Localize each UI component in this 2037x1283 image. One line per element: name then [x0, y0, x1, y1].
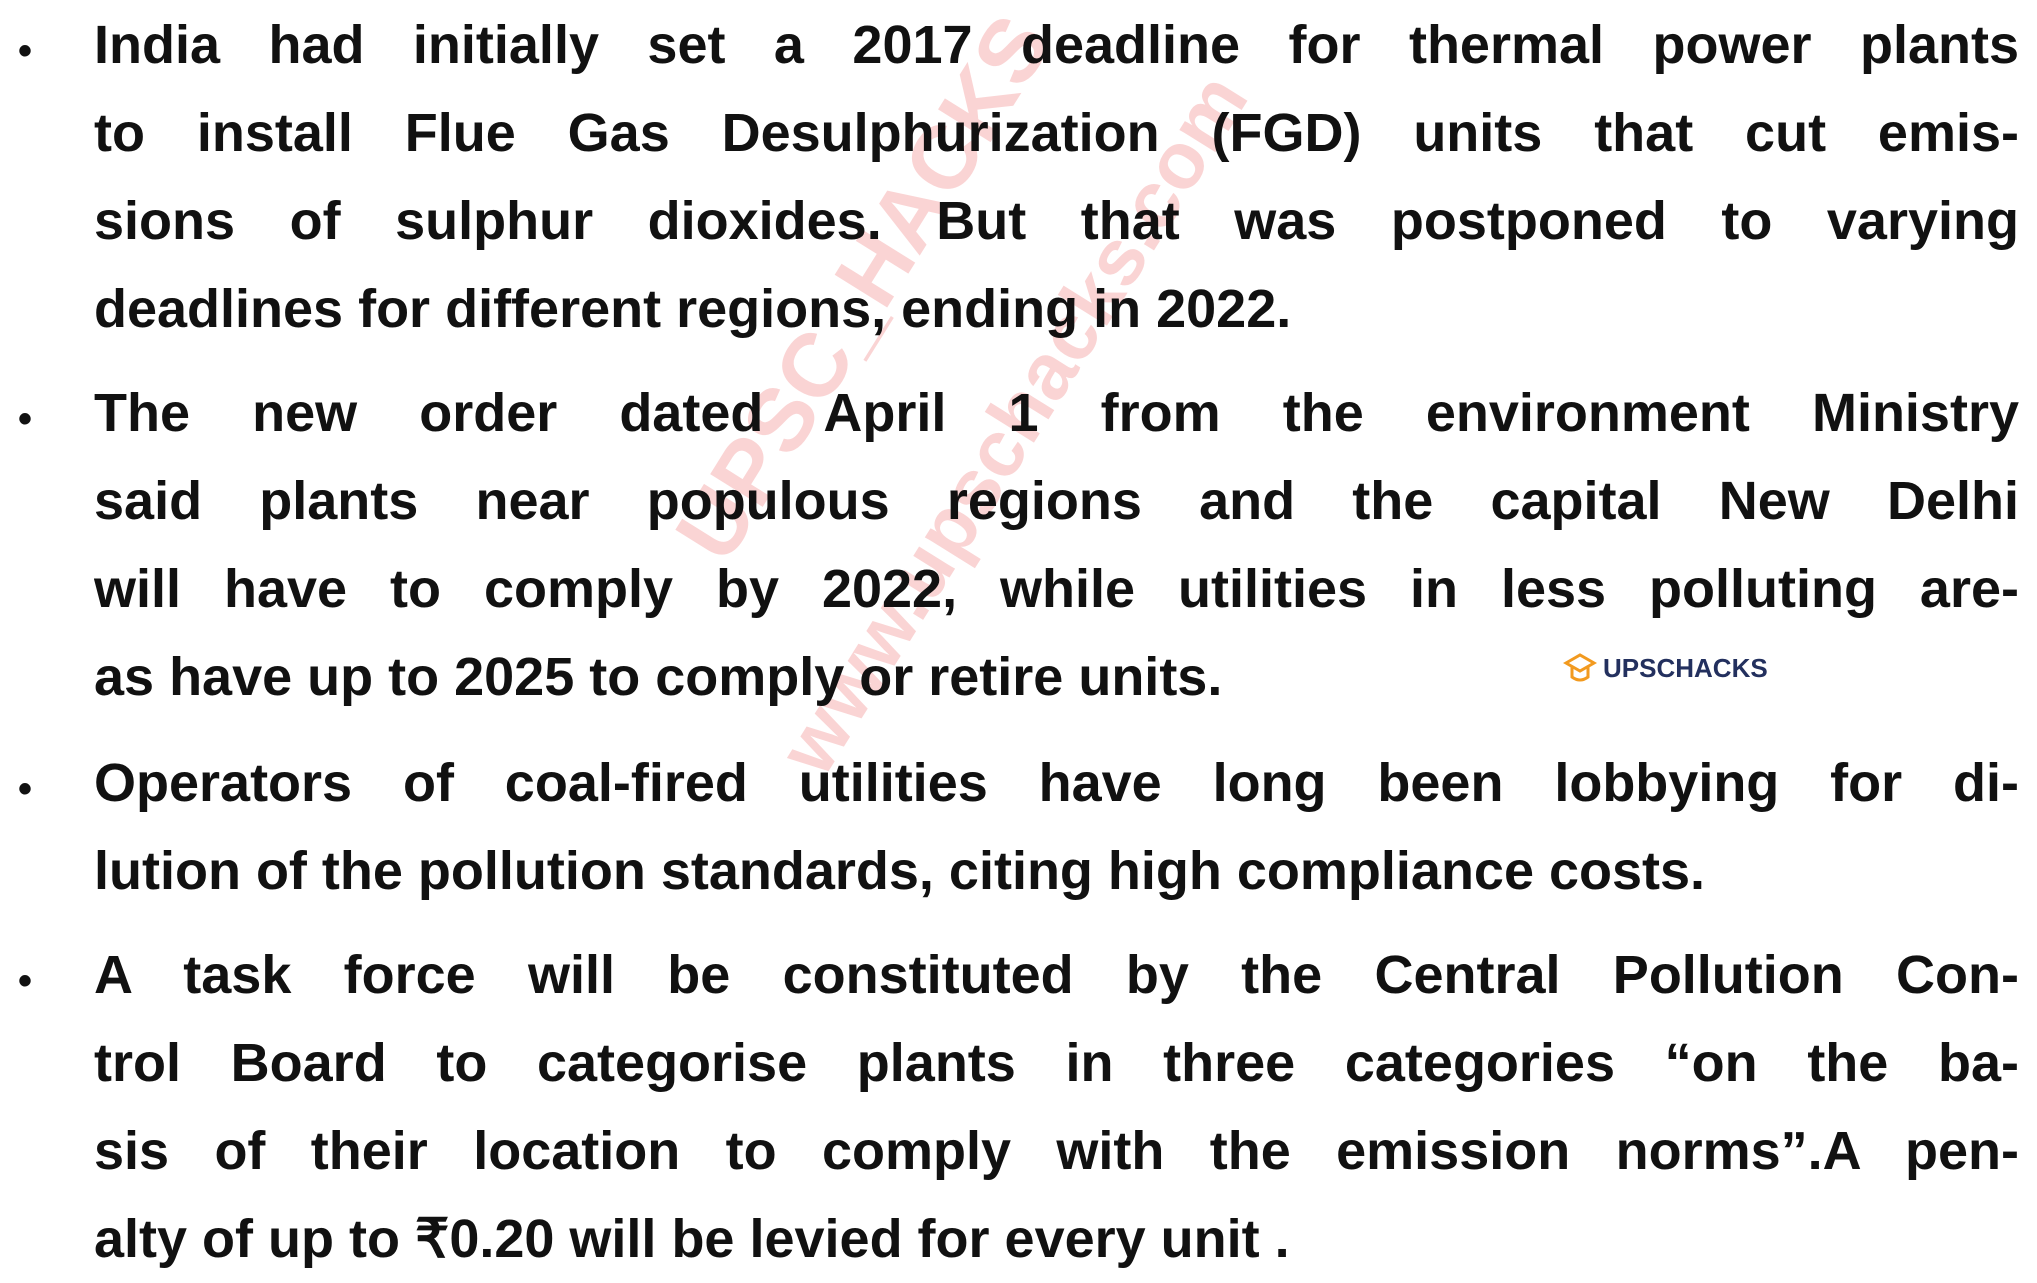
logo-icon — [1563, 653, 1597, 682]
text-line: as have up to 2025 to comply or retire u… — [94, 647, 1223, 707]
text-line: A task force will be constituted by the … — [94, 945, 2019, 1005]
logo: UPSCHACKS — [1563, 648, 1768, 688]
bullet-dot: • — [18, 959, 33, 1003]
text-line: lution of the pollution standards, citin… — [94, 841, 1706, 901]
text-line: sions of sulphur dioxides. But that was … — [94, 191, 2019, 251]
text-line: The new order dated April 1 from the env… — [94, 383, 2019, 443]
text-line: said plants near populous regions and th… — [94, 471, 2019, 531]
logo-text: UPSCHACKS — [1603, 652, 1768, 683]
text-line: deadlines for different regions, ending … — [94, 279, 1292, 339]
text-line: to install Flue Gas Desulphurization (FG… — [94, 103, 2019, 163]
text-line: India had initially set a 2017 deadline … — [94, 15, 2019, 75]
bullet-dot: • — [18, 397, 33, 441]
text-line: trol Board to categorise plants in three… — [94, 1033, 2019, 1093]
text-line: alty of up to ₹0.20 will be levied for e… — [94, 1209, 1290, 1269]
bullet-dot: • — [18, 29, 33, 73]
bullet-dot: • — [18, 767, 33, 811]
text-line: will have to comply by 2022, while utili… — [94, 559, 2019, 619]
text-line: sis of their location to comply with the… — [94, 1121, 2019, 1181]
text-line: Operators of coal-fired utilities have l… — [94, 753, 2019, 813]
